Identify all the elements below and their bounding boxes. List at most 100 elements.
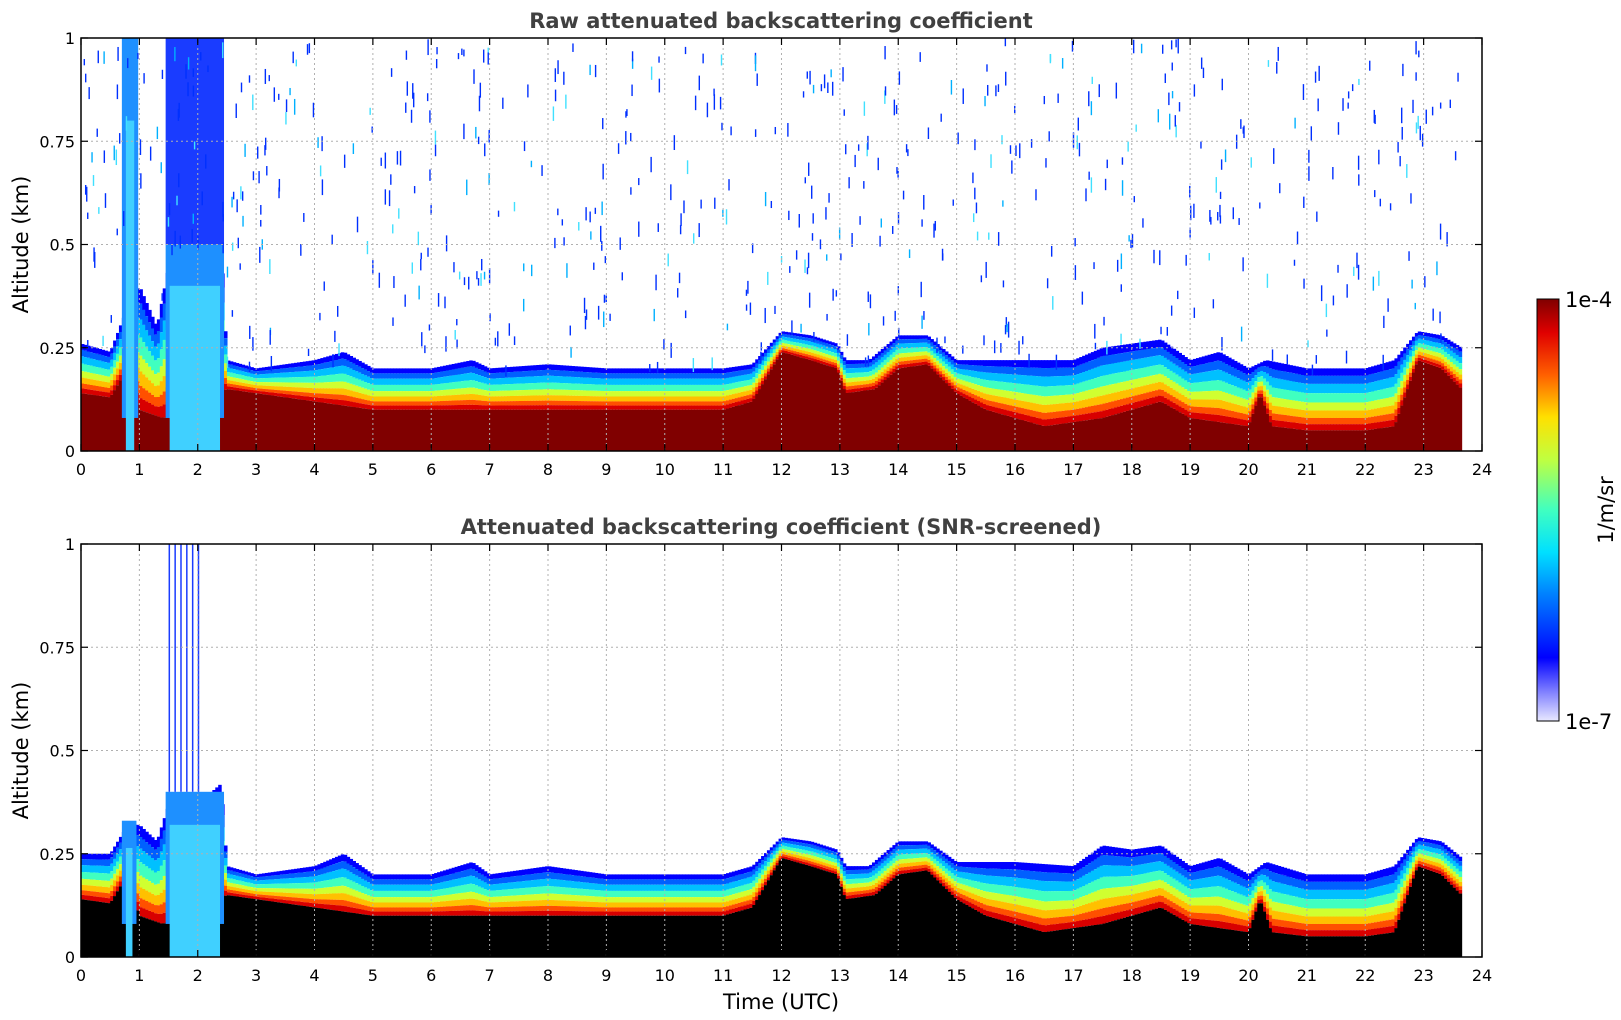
bl-cell <box>381 373 386 379</box>
bl-cell <box>1041 360 1045 369</box>
bl-cell <box>720 391 724 397</box>
bl-cell <box>691 405 695 410</box>
bl-cell <box>1178 360 1182 368</box>
bl-cell <box>1403 374 1407 382</box>
bl-cell <box>407 405 412 410</box>
dense-layer-cell <box>1330 430 1334 451</box>
bl-cell <box>711 396 715 402</box>
bl-cell <box>466 380 470 388</box>
bl-cell <box>1315 393 1320 403</box>
bl-cell <box>495 378 499 385</box>
bl-cell <box>302 382 307 388</box>
bl-cell <box>349 356 354 363</box>
noise-speck <box>378 272 381 288</box>
noise-speck <box>897 286 899 296</box>
bl-cell <box>731 366 736 372</box>
bl-cell <box>1055 367 1060 377</box>
dense-layer-cell <box>1160 402 1165 451</box>
bl-cell <box>661 396 666 402</box>
bl-cell <box>1452 369 1457 375</box>
noise-speck <box>825 207 827 220</box>
bl-cell <box>556 364 561 371</box>
noise-speck <box>843 109 845 116</box>
bl-cell <box>1306 410 1311 418</box>
bl-cell <box>1012 411 1016 418</box>
bl-cell <box>1134 369 1139 380</box>
bl-cell <box>548 375 552 383</box>
bl-cell <box>1082 391 1086 400</box>
bl-cell <box>393 384 397 392</box>
bl-cell <box>1266 389 1270 397</box>
bl-cell <box>1006 374 1010 383</box>
bl-cell <box>1210 390 1215 400</box>
bl-cell <box>104 387 108 393</box>
bl-cell <box>612 378 616 385</box>
bl-cell <box>361 387 365 394</box>
bl-cell <box>1309 368 1314 376</box>
bl-cell <box>723 384 727 391</box>
noise-speck <box>905 144 908 153</box>
bl-cell <box>92 379 97 386</box>
bl-cell <box>159 381 164 395</box>
bl-cell <box>1152 383 1156 391</box>
x-axis: 0 1 2 3 4 5 6 7 8 9 10 11 12 13 14 15 16 17 18 19 20 21 22 23 24 <box>76 38 1492 479</box>
bl-cell <box>1026 401 1031 410</box>
bl-cell <box>924 361 929 365</box>
bl-cell <box>629 373 634 379</box>
bl-cell <box>574 366 578 372</box>
noise-speck <box>684 46 687 55</box>
bl-cell <box>1394 409 1398 416</box>
dense-layer-cell <box>588 409 593 451</box>
bl-cell <box>1195 365 1200 374</box>
bl-cell <box>550 400 555 406</box>
bl-cell <box>445 405 450 410</box>
noise-speck <box>167 217 170 227</box>
bl-cell <box>153 360 158 375</box>
bl-cell <box>346 367 351 376</box>
bl-cell <box>693 391 698 397</box>
bl-cell <box>1099 404 1104 412</box>
noise-speck <box>393 276 395 289</box>
bl-cell <box>1204 399 1209 408</box>
bl-cell <box>1073 393 1077 402</box>
noise-speck <box>1019 143 1021 159</box>
bl-cell <box>612 396 616 402</box>
bl-cell <box>317 369 321 377</box>
noise-speck <box>384 152 387 169</box>
bl-cell <box>358 392 362 399</box>
bl-cell <box>743 380 748 387</box>
noise-speck <box>868 323 870 336</box>
bl-cell <box>81 344 85 350</box>
bl-cell <box>352 402 356 408</box>
bl-cell <box>512 383 517 391</box>
noise-speck <box>656 361 659 373</box>
dense-layer-cell <box>1152 403 1156 451</box>
dense-layer-cell <box>425 409 429 451</box>
bl-cell <box>944 368 949 373</box>
dense-layer-cell <box>337 404 342 451</box>
bl-cell <box>1105 374 1109 386</box>
bl-cell <box>466 399 470 405</box>
bl-cell <box>638 373 642 379</box>
bl-cell <box>1047 412 1051 420</box>
bl-cell <box>1289 408 1293 416</box>
dense-layer-cell <box>469 409 473 451</box>
bl-cell <box>387 396 391 402</box>
bl-cell <box>282 393 286 398</box>
bl-cell <box>296 382 301 388</box>
bl-cell <box>308 382 313 389</box>
bl-cell <box>831 352 835 356</box>
bl-cell <box>784 343 788 347</box>
bl-cell <box>588 396 593 402</box>
bl-cell <box>1385 388 1390 398</box>
bl-cell <box>311 365 316 371</box>
noise-speck <box>811 185 813 199</box>
bl-cell <box>804 356 809 359</box>
bl-cell <box>440 401 444 406</box>
bl-cell <box>1426 357 1431 361</box>
bl-cell <box>387 368 391 374</box>
bl-cell <box>743 399 748 404</box>
noise-speck <box>1018 340 1020 355</box>
bl-cell <box>977 385 981 392</box>
dense-layer-cell <box>962 397 966 451</box>
